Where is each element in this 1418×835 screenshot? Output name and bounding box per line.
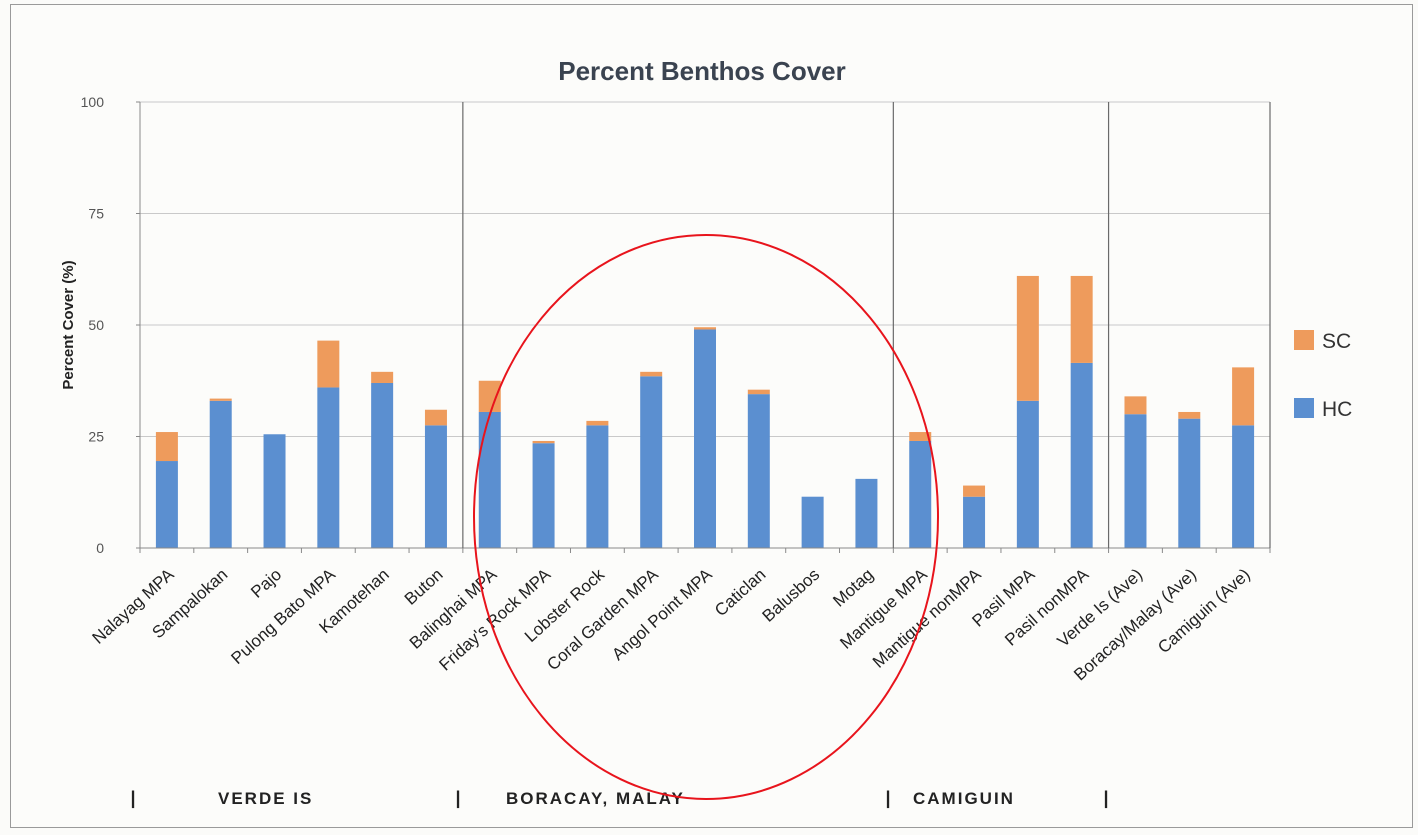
group-label: CAMIGUIN	[913, 789, 1015, 808]
legend: SC HC	[1294, 330, 1352, 421]
y-tick-label: 25	[88, 429, 104, 445]
bar-sc	[317, 340, 340, 388]
bar-hc	[424, 425, 447, 548]
bar-sc	[1070, 275, 1093, 363]
y-axis-label: Percent Cover (%)	[60, 260, 77, 389]
bar-sc	[1178, 411, 1201, 419]
group-separator-glyph: |	[130, 788, 135, 808]
y-tick-label: 0	[96, 540, 104, 556]
bar-sc	[532, 440, 555, 444]
y-tick-label: 75	[88, 206, 104, 222]
bar-sc	[1232, 367, 1255, 426]
bar-hc	[263, 434, 286, 548]
bar-sc	[209, 398, 232, 401]
bar-sc	[155, 432, 178, 462]
bar-sc	[640, 371, 663, 377]
bar-hc	[586, 425, 609, 548]
bar-sc	[963, 485, 986, 497]
bar-hc	[1070, 362, 1093, 548]
bar-hc	[478, 411, 501, 548]
x-tick-label: Camiguin (Ave)	[1154, 565, 1254, 657]
group-label: VERDE IS	[218, 789, 313, 808]
bar-hc	[155, 461, 178, 548]
bar-hc	[317, 387, 340, 548]
annotation	[473, 234, 939, 800]
bar-hc	[801, 496, 824, 548]
legend-swatch-hc	[1294, 398, 1314, 418]
bar-hc	[640, 376, 663, 548]
x-tick-label: Balusbos	[759, 565, 824, 626]
bar-hc	[747, 394, 770, 548]
bar-hc	[1016, 400, 1039, 548]
bar-sc	[1016, 275, 1039, 401]
bar-sc	[747, 389, 770, 395]
legend-label-hc: HC	[1322, 398, 1352, 421]
bar-hc	[209, 400, 232, 548]
x-tick-label: Angol Point MPA	[608, 564, 716, 664]
group-separator-glyph: |	[455, 788, 460, 808]
bar-sc	[694, 327, 716, 330]
chart-title: Percent Benthos Cover	[558, 56, 846, 86]
legend-swatch-sc	[1294, 330, 1314, 350]
y-tick-label: 100	[81, 94, 105, 110]
bar-sc	[909, 432, 932, 441]
bar-sc	[586, 420, 609, 426]
bar-hc	[371, 382, 394, 548]
legend-label-sc: SC	[1322, 330, 1351, 353]
group-labels: | | | | VERDE IS BORACAY, MALAY CAMIGUIN	[130, 788, 1108, 808]
bar-hc	[1178, 418, 1201, 548]
bar-hc	[1232, 425, 1255, 548]
axes	[136, 101, 1271, 553]
bar-hc	[909, 440, 932, 548]
bar-hc	[963, 496, 986, 548]
bar-hc	[855, 478, 878, 548]
bars	[155, 275, 1255, 548]
bar-sc	[478, 380, 501, 412]
bar-hc	[694, 329, 716, 548]
bar-hc	[532, 443, 555, 548]
x-tick-label: Buton	[401, 565, 447, 609]
bar-sc	[424, 409, 447, 426]
y-tick-labels: 0 25 50 75 100	[81, 94, 105, 556]
bar-sc	[371, 371, 394, 383]
x-tick-label: Motag	[829, 565, 877, 611]
group-separator-glyph: |	[885, 788, 890, 808]
bar-hc	[1124, 414, 1147, 548]
annotation-ellipse	[473, 234, 939, 800]
group-separator-glyph: |	[1103, 788, 1108, 808]
group-label: BORACAY, MALAY	[506, 789, 685, 808]
bar-sc	[1124, 396, 1147, 415]
x-tick-label: Pajo	[247, 565, 285, 602]
y-tick-label: 50	[88, 317, 104, 333]
